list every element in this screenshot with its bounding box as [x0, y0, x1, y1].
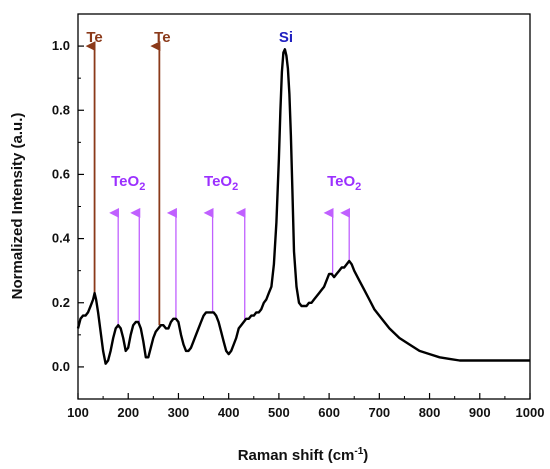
y-tick-label: 0.6: [52, 166, 70, 181]
x-tick-label: 600: [318, 405, 340, 420]
peak-label: Te: [86, 29, 102, 46]
teo2-label-main: TeO: [204, 173, 232, 190]
peak-label: Te: [154, 29, 170, 46]
teo2-label-sub: 2: [139, 181, 145, 193]
x-tick-label: 300: [168, 405, 190, 420]
x-tick-label: 200: [117, 405, 139, 420]
raman-spectrum-line: [76, 48, 530, 365]
x-axis-title-close: ): [363, 447, 368, 464]
teo2-label-sub: 2: [232, 181, 238, 193]
teo2-label: TeO2: [111, 173, 145, 193]
x-tick-label: 500: [268, 405, 290, 420]
teo2-label: TeO2: [327, 173, 361, 193]
y-tick-label: 1.0: [52, 38, 70, 53]
x-tick-label: 800: [419, 405, 441, 420]
x-tick-label: 900: [469, 405, 491, 420]
teo2-label-main: TeO: [327, 173, 355, 190]
y-tick-label: 0.2: [52, 295, 70, 310]
x-tick-label: 700: [368, 405, 390, 420]
x-axis-title: Raman shift (cm-1): [238, 446, 369, 464]
peak-label: Si: [279, 29, 293, 46]
x-tick-label: 100: [67, 405, 89, 420]
plot-frame: [77, 13, 531, 400]
annotation-arrows: [85, 41, 351, 326]
x-axis-title-main: Raman shift (cm: [238, 447, 355, 464]
y-axis-title: Normalized Intensity (a.u.): [9, 113, 26, 300]
teo2-label-sub: 2: [355, 181, 361, 193]
y-tick-label: 0.4: [52, 231, 71, 246]
y-tick-label: 0.0: [52, 359, 70, 374]
x-axis-title-sup: -1: [354, 446, 363, 457]
teo2-label-main: TeO: [111, 173, 139, 190]
axis-ticks: 100 200 300 400 500 600 700 800 900 1000 0.0 0.2 0.4…: [52, 13, 545, 420]
x-tick-label: 400: [218, 405, 240, 420]
teo2-label: TeO2: [204, 173, 238, 193]
series-lines: [76, 48, 530, 365]
y-tick-label: 0.8: [52, 102, 70, 117]
x-tick-label: 1000: [516, 405, 545, 420]
